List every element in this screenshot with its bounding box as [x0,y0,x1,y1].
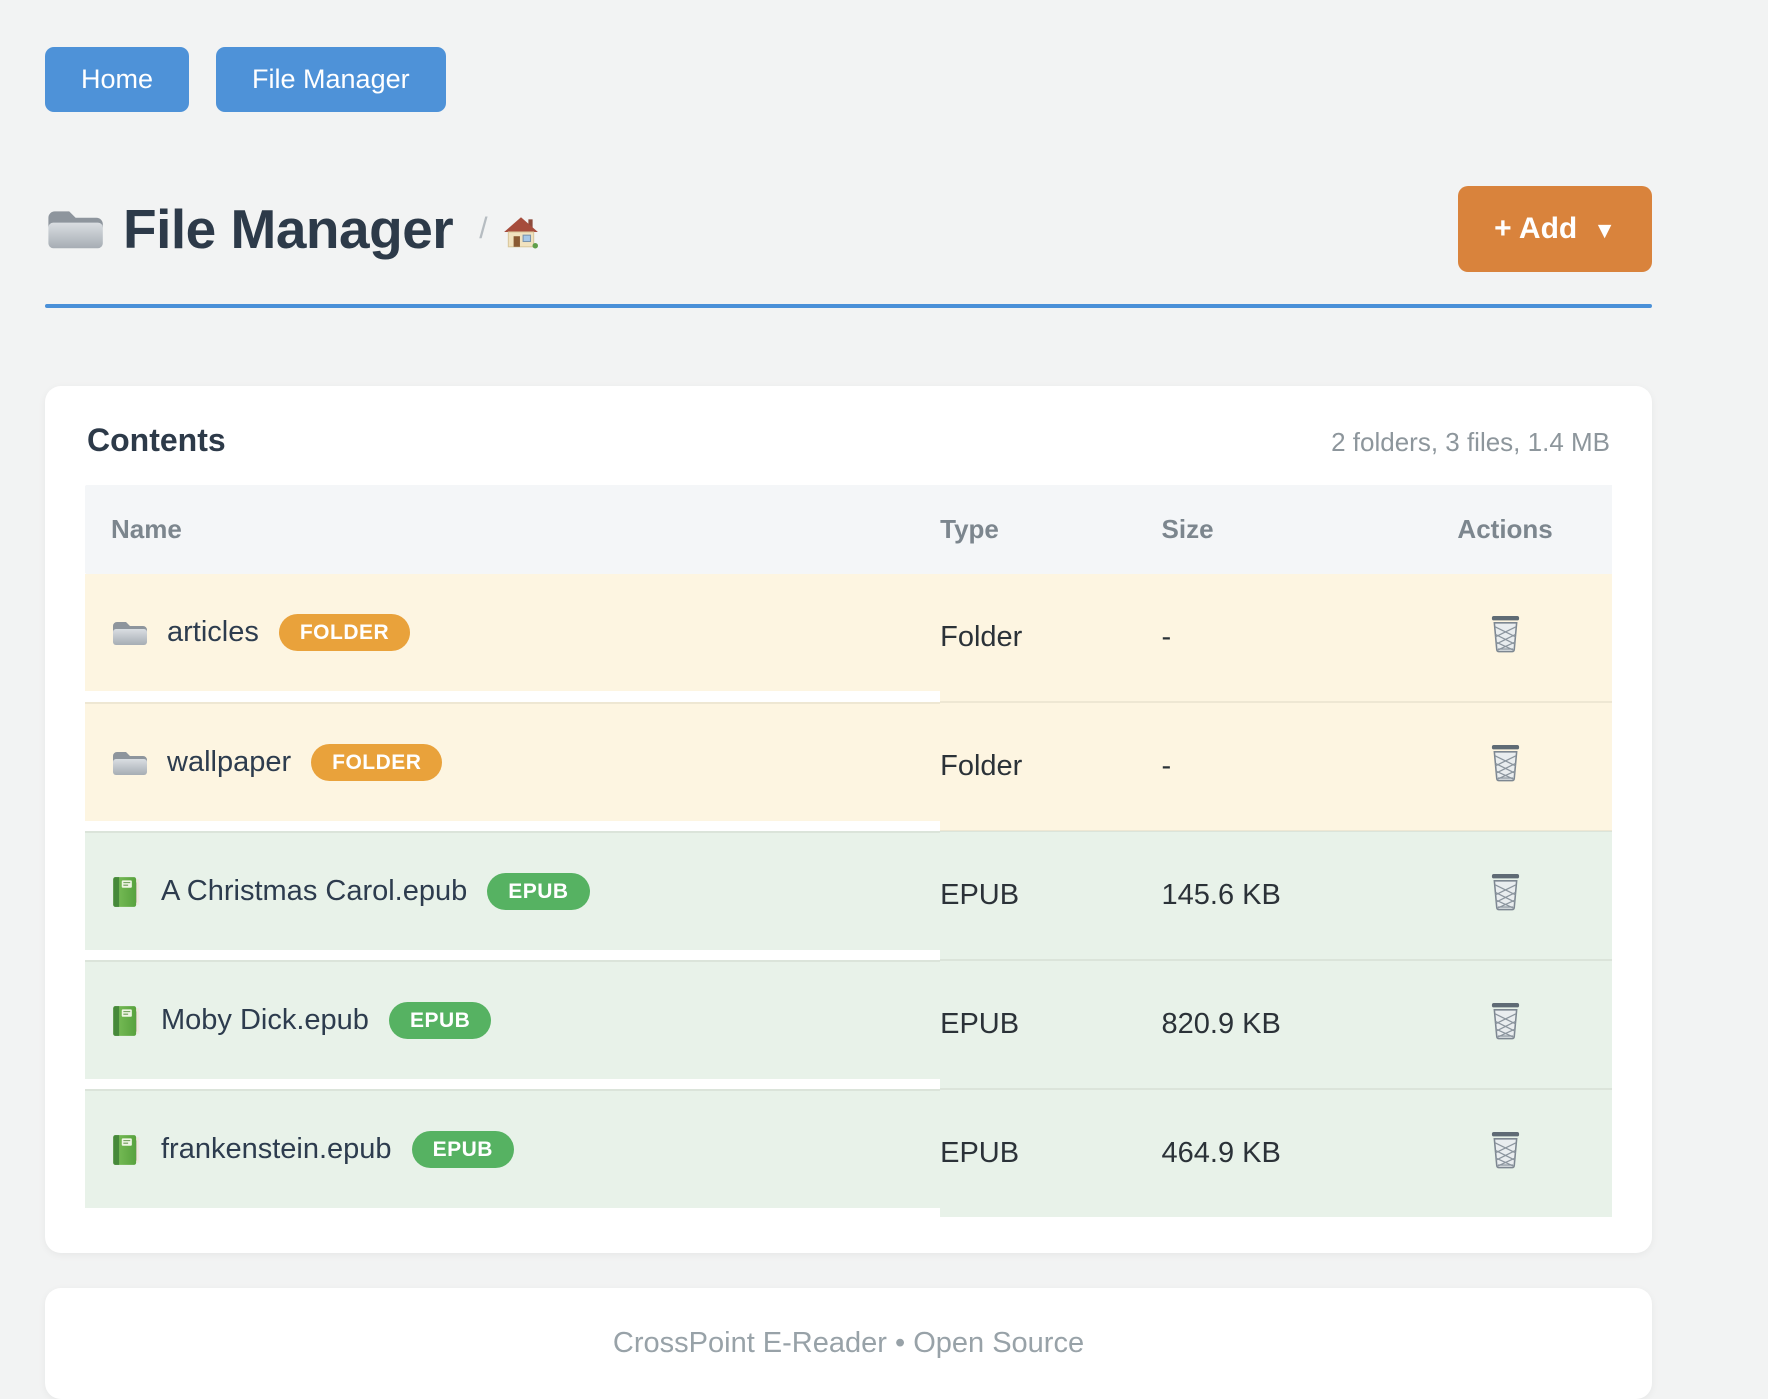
home-icon[interactable] [502,215,540,249]
footer: CrossPoint E-Reader • Open Source [45,1288,1652,1399]
item-type: Folder [940,701,1162,831]
green-book-icon [111,1004,141,1038]
item-type-badge: EPUB [411,1131,514,1168]
actions-cell [1398,1088,1612,1217]
title-underline [45,304,1652,308]
breadcrumb-separator: / [479,212,488,245]
name-cell: Moby Dick.epub EPUB [85,960,941,1079]
footer-text: CrossPoint E-Reader • Open Source [612,1327,1085,1359]
green-book-icon [111,875,141,909]
actions-cell [1398,959,1612,1089]
table-row: A Christmas Carol.epub EPUB EPUB 145.6 K… [85,830,1612,960]
item-type-badge: EPUB [388,1002,492,1039]
actions-cell [1398,574,1612,702]
add-button[interactable]: + Add ▼ [1458,186,1652,272]
file-table-body: articles FOLDER Folder - wallpaper FOLDE… [85,574,1612,1217]
nav-home-button[interactable]: Home [45,47,190,112]
item-type-badge: EPUB [487,873,590,910]
trash-icon [1489,1003,1522,1043]
actions-cell [1398,701,1612,831]
item-name-link[interactable]: articles [167,616,259,648]
contents-heading: Contents [87,422,226,458]
delete-button[interactable] [1489,872,1522,911]
nav-file-manager-button[interactable]: File Manager [216,47,446,112]
contents-card: Contents 2 folders, 3 files, 1.4 MB Name… [45,386,1652,1253]
caret-down-icon: ▼ [1593,216,1616,243]
column-header-name: Name [85,485,941,574]
folder-icon [45,205,103,253]
item-name-link[interactable]: wallpaper [167,746,292,778]
name-cell: wallpaper FOLDER [85,702,941,821]
column-header-type: Type [940,485,1162,574]
trash-icon [1489,1132,1522,1172]
contents-card-header: Contents 2 folders, 3 files, 1.4 MB [85,422,1612,459]
item-size: 464.9 KB [1161,1088,1399,1217]
table-row: articles FOLDER Folder - [85,574,1612,702]
name-cell: frankenstein.epub EPUB [85,1089,941,1208]
item-type-badge: FOLDER [311,744,443,781]
delete-button[interactable] [1489,743,1522,782]
trash-icon [1489,745,1522,785]
column-header-actions: Actions [1398,485,1612,574]
page-header: File Manager / + Add ▼ [45,186,1652,272]
contents-summary: 2 folders, 3 files, 1.4 MB [1331,427,1610,457]
folder-icon [111,618,147,648]
column-header-size: Size [1161,485,1399,574]
item-name-link[interactable]: Moby Dick.epub [161,1004,369,1036]
table-row: Moby Dick.epub EPUB EPUB 820.9 KB [85,959,1612,1089]
trash-icon [1489,616,1522,656]
file-table: Name Type Size Actions articles FOLDER F… [85,485,1612,1217]
title-wrap: File Manager / [45,197,540,261]
item-type-badge: FOLDER [278,614,411,651]
item-size: 820.9 KB [1161,959,1399,1089]
item-name-link[interactable]: frankenstein.epub [161,1133,392,1165]
green-book-icon [111,1133,141,1167]
add-button-label: + Add [1494,212,1578,245]
item-name-link[interactable]: A Christmas Carol.epub [161,875,468,907]
name-cell: A Christmas Carol.epub EPUB [85,831,941,950]
top-navigation: Home File Manager [45,47,1652,112]
delete-button[interactable] [1489,1001,1522,1040]
trash-icon [1489,874,1522,914]
file-table-head: Name Type Size Actions [85,485,1612,574]
item-size: - [1161,574,1399,702]
delete-button[interactable] [1489,614,1522,653]
name-cell: articles FOLDER [85,574,941,691]
folder-icon [111,748,147,778]
item-type: Folder [940,574,1162,702]
item-type: EPUB [940,959,1162,1089]
item-type: EPUB [940,1088,1162,1217]
delete-button[interactable] [1489,1130,1522,1169]
page-title: File Manager [123,198,454,260]
item-size: - [1161,701,1399,831]
table-row: wallpaper FOLDER Folder - [85,701,1612,831]
actions-cell [1398,830,1612,960]
item-size: 145.6 KB [1161,830,1399,960]
item-type: EPUB [940,830,1162,960]
table-row: frankenstein.epub EPUB EPUB 464.9 KB [85,1088,1612,1217]
